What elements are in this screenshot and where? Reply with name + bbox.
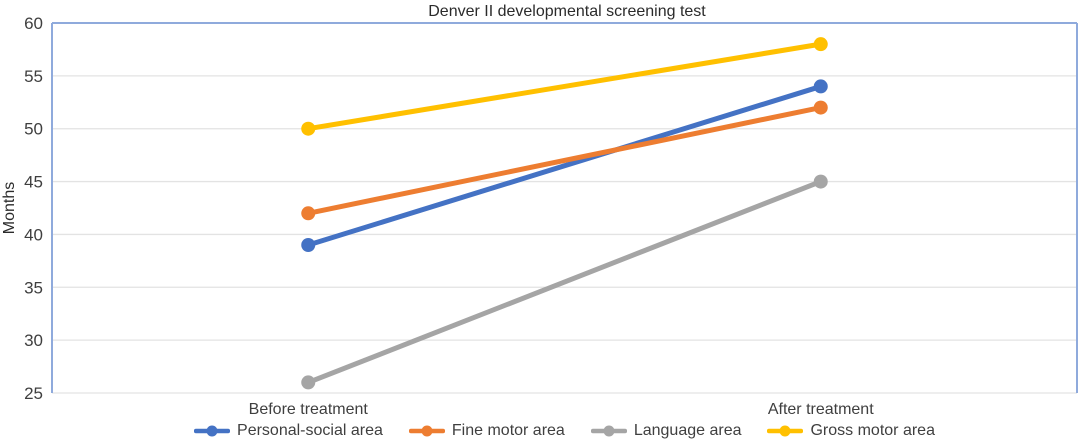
x-category-label-after-treatment: After treatment <box>768 401 874 418</box>
data-series <box>301 37 828 390</box>
legend-label: Fine motor area <box>451 422 565 439</box>
y-tick-label-45: 45 <box>24 173 43 192</box>
x-axis-category-labels: Before treatment After treatment <box>249 401 875 418</box>
legend-item-personal-social-area: Personal-social area <box>194 422 383 440</box>
y-tick-label-40: 40 <box>24 225 43 244</box>
y-tick-label-55: 55 <box>24 67 43 86</box>
series-personal-social-area <box>301 79 828 252</box>
y-tick-label-60: 60 <box>24 14 43 33</box>
series-line-fine-motor-area <box>305 105 824 216</box>
legend-item-gross-motor-area: Gross motor area <box>767 422 935 440</box>
y-tick-label-25: 25 <box>24 384 43 403</box>
legend-marker-icon <box>194 425 231 437</box>
legend-marker-icon <box>590 425 627 437</box>
legend: Personal-social area Fine motor area Langu… <box>52 419 1077 443</box>
data-point-gross-motor-area-before-treatment <box>301 121 316 136</box>
plot-border <box>51 22 1078 393</box>
data-point-personal-social-area-after-treatment <box>813 79 828 94</box>
series-fine-motor-area <box>301 100 828 221</box>
series-line-gross-motor-area <box>305 41 824 132</box>
legend-marker-icon <box>408 425 445 437</box>
x-category-label-before-treatment: Before treatment <box>249 401 369 418</box>
legend-item-language-area: Language area <box>590 422 742 440</box>
data-point-language-area-before-treatment <box>301 375 316 390</box>
y-tick-label-35: 35 <box>24 278 43 297</box>
legend-label: Language area <box>633 422 742 439</box>
series-line-personal-social-area <box>305 83 824 248</box>
legend-item-fine-motor-area: Fine motor area <box>408 422 565 440</box>
gridlines <box>52 22 1077 394</box>
y-axis-title: Months <box>1 182 18 234</box>
data-point-fine-motor-area-before-treatment <box>301 206 316 221</box>
legend-label: Personal-social area <box>237 422 383 439</box>
legend-label: Gross motor area <box>810 422 935 439</box>
data-point-fine-motor-area-after-treatment <box>813 100 828 115</box>
legend-marker-icon <box>767 425 804 437</box>
y-axis-tick-labels: 25 30 35 40 45 50 55 60 <box>24 14 43 403</box>
series-gross-motor-area <box>301 37 828 136</box>
data-point-gross-motor-area-after-treatment <box>813 37 828 52</box>
series-language-area <box>301 174 828 390</box>
y-tick-label-50: 50 <box>24 120 43 139</box>
series-line-language-area <box>305 179 824 385</box>
data-point-personal-social-area-before-treatment <box>301 238 316 252</box>
y-tick-label-30: 30 <box>24 331 43 350</box>
chart-title: Denver II developmental screening test <box>428 3 706 20</box>
data-point-language-area-after-treatment <box>813 174 828 189</box>
